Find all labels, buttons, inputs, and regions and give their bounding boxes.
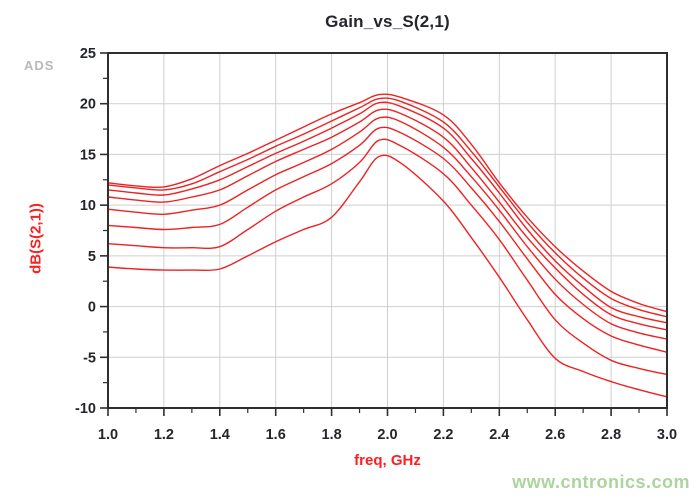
x-tick-label: 1.8 xyxy=(322,427,342,443)
y-tick-label: 20 xyxy=(80,97,96,113)
watermark-text: www.cntronics.com xyxy=(512,472,690,492)
gridlines xyxy=(107,52,668,409)
ads-logo: ADS xyxy=(24,58,55,73)
gain-trace xyxy=(107,101,668,324)
y-tick-label: 0 xyxy=(88,300,96,316)
x-axis-title: freq, GHz xyxy=(354,452,421,469)
y-tick-label: -5 xyxy=(83,350,96,366)
x-tick-label: 2.6 xyxy=(545,427,565,443)
y-tick-label: 10 xyxy=(80,198,96,214)
x-tick-label: 3.0 xyxy=(657,427,677,443)
plot-frame xyxy=(107,52,668,409)
y-tick-label: 15 xyxy=(80,147,96,163)
gain-trace xyxy=(107,97,668,318)
chart-title: Gain_vs_S(2,1) xyxy=(325,12,450,31)
x-tick-label: 2.4 xyxy=(489,427,509,443)
x-tick-label: 1.6 xyxy=(266,427,286,443)
y-tick-label: 25 xyxy=(80,46,96,62)
gain-trace xyxy=(107,116,668,340)
gain-trace xyxy=(107,108,668,331)
gain-traces xyxy=(107,93,668,398)
x-tick-label: 2.0 xyxy=(377,427,397,443)
y-tick-label: -10 xyxy=(75,401,96,417)
gain-trace xyxy=(107,154,668,398)
x-tick-label: 2.2 xyxy=(433,427,453,443)
x-tick-label: 1.0 xyxy=(98,427,118,443)
y-tick-label: 5 xyxy=(88,249,96,265)
gain-trace xyxy=(107,93,668,313)
x-tick-label: 1.2 xyxy=(154,427,174,443)
tick-labels: 1.0 1.2 1.4 1.6 1.8 2.0 2.2 2.4 2.6 2.8 3.0 25 20 15 1… xyxy=(75,46,677,443)
gain-trace xyxy=(107,126,668,353)
x-tick-label: 1.4 xyxy=(210,427,230,443)
axis-ticks xyxy=(100,52,668,416)
x-tick-label: 2.8 xyxy=(601,427,621,443)
gain-trace xyxy=(107,138,668,376)
